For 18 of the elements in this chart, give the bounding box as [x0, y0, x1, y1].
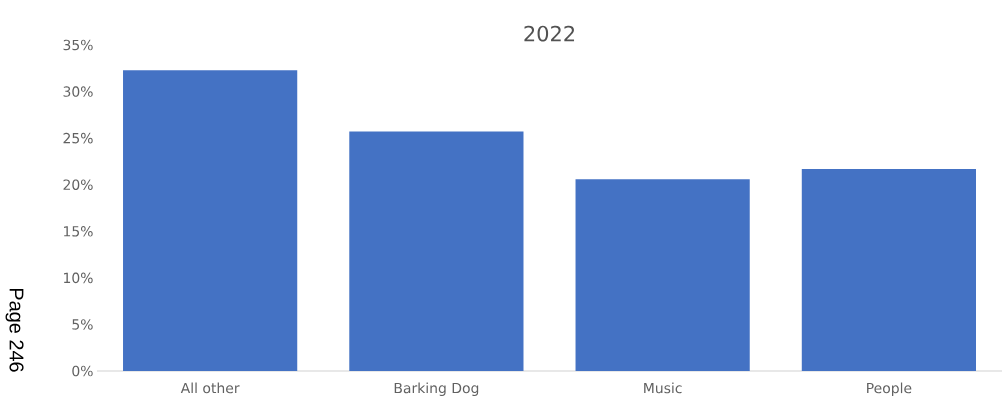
x-tick-label: All other — [180, 382, 240, 394]
bar — [349, 131, 524, 371]
y-tick-label: 20% — [63, 179, 93, 190]
bar — [575, 179, 750, 371]
x-tick-label: People — [867, 382, 912, 397]
y-tick-label: 25% — [63, 132, 93, 144]
text: Page 246 — [5, 288, 24, 372]
x-tick-label: Music — [644, 382, 682, 394]
y-tick-label: 35% — [63, 39, 93, 51]
bar — [801, 168, 976, 371]
y-tick-label: 5% — [72, 319, 93, 330]
y-tick-label: 0% — [72, 365, 93, 377]
y-tick-label: 15% — [64, 226, 93, 237]
bar — [123, 70, 298, 371]
chart-title: 2022 — [524, 25, 575, 42]
y-tick-label: 30% — [63, 86, 93, 97]
y-tick-label: 10% — [64, 272, 93, 284]
x-tick-label: Barking Dog — [394, 382, 479, 397]
